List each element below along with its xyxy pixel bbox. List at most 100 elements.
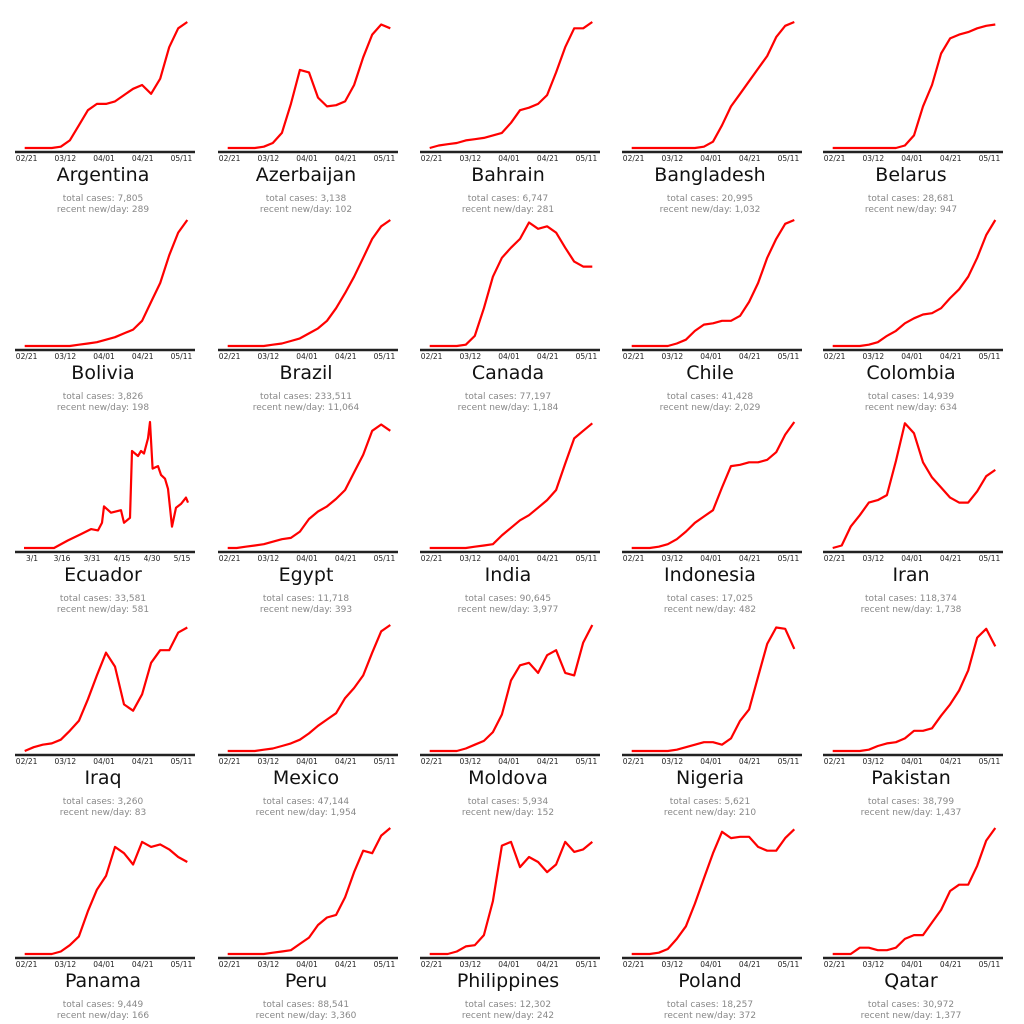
- country-title-row: Iraq: [4, 768, 202, 788]
- x-tick-label: 03/12: [460, 154, 482, 163]
- recent-new-per-day-label: recent new/day: 198: [56, 403, 150, 413]
- new-cases-line: [631, 626, 796, 753]
- country-title-row: India: [409, 565, 607, 585]
- x-tick-label: 03/12: [460, 352, 482, 361]
- x-tick-label: 05/11: [374, 154, 396, 163]
- total-cases-label-row: total cases: 30,972: [812, 992, 1010, 1010]
- country-title-row: Belarus: [812, 165, 1010, 185]
- x-tick-label: 02/21: [824, 154, 846, 163]
- x-tick-label: 3/16: [54, 554, 71, 563]
- x-tick-label: 05/11: [778, 154, 800, 163]
- total-cases-label: total cases: 5,621: [669, 797, 751, 807]
- country-title: Canada: [471, 362, 545, 384]
- x-tick-label: 04/21: [739, 757, 761, 766]
- total-cases-label: total cases: 47,144: [262, 797, 350, 807]
- country-title: Iran: [892, 564, 930, 586]
- country-title-row: Panama: [4, 971, 202, 991]
- x-tick-label: 04/21: [335, 757, 357, 766]
- country-chart: 02/21 03/12 04/01 04/21 05/11 Qatar total case…: [808, 806, 1010, 1021]
- x-tick-label: 02/21: [219, 352, 241, 361]
- x-tick-label: 03/12: [55, 154, 77, 163]
- x-tick-label: 05/11: [778, 554, 800, 563]
- x-tick-label: 3/1: [26, 554, 38, 563]
- country-title-row: Bolivia: [4, 363, 202, 383]
- x-tick-label: 03/12: [258, 960, 280, 969]
- chart-plot: 02/21 03/12 04/01 04/21 05/11: [823, 827, 1003, 969]
- country-title: Mexico: [272, 767, 340, 789]
- country-chart: 02/21 03/12 04/01 04/21 05/11 Azerbaijan total…: [203, 0, 405, 215]
- country-chart: 02/21 03/12 04/01 04/21 05/11 Moldova total ca…: [405, 603, 607, 818]
- recent-new-per-day-label-row: recent new/day: 281: [409, 197, 607, 215]
- country-title: Egypt: [278, 564, 334, 586]
- x-tick-label: 04/01: [296, 154, 318, 163]
- chart-plot: 02/21 03/12 04/01 04/21 05/11: [823, 219, 1003, 361]
- x-tick-label: 05/11: [374, 352, 396, 361]
- x-tick-label: 04/01: [498, 352, 520, 361]
- country-title-row: Peru: [207, 971, 405, 991]
- country-title: Philippines: [456, 970, 560, 992]
- x-tick-label: 02/21: [16, 352, 38, 361]
- recent-new-per-day-label-row: recent new/day: 1,377: [812, 1003, 1010, 1021]
- new-cases-line: [832, 219, 997, 348]
- country-title: Panama: [64, 970, 142, 992]
- country-title: Qatar: [884, 970, 938, 992]
- x-tick-label: 03/12: [55, 757, 77, 766]
- total-cases-label: total cases: 30,972: [867, 1000, 955, 1010]
- x-tick-label: 02/21: [623, 757, 645, 766]
- recent-new-per-day-label: recent new/day: 1,738: [860, 605, 962, 615]
- recent-new-per-day-label-row: recent new/day: 1,437: [812, 800, 1010, 818]
- country-title: Iraq: [84, 767, 122, 789]
- x-tick-label: 02/21: [421, 154, 443, 163]
- x-tick-label: 04/01: [93, 960, 115, 969]
- x-tick-label: 04/01: [901, 154, 923, 163]
- x-tick-label: 04/01: [700, 352, 722, 361]
- country-chart: 02/21 03/12 04/01 04/21 05/11 Philippines tota…: [405, 806, 607, 1021]
- new-cases-line: [24, 420, 190, 550]
- country-title-row: Nigeria: [611, 768, 809, 788]
- x-tick-label: 05/11: [778, 757, 800, 766]
- recent-new-per-day-label-row: recent new/day: 3,977: [409, 597, 607, 615]
- x-tick-label: 03/12: [662, 154, 684, 163]
- x-tick-label: 04/01: [296, 352, 318, 361]
- total-cases-label: total cases: 3,826: [62, 392, 144, 402]
- chart-plot: 02/21 03/12 04/01 04/21 05/11: [823, 627, 1003, 766]
- new-cases-line: [227, 219, 391, 348]
- total-cases-label: total cases: 90,645: [464, 594, 552, 604]
- x-tick-label: 04/21: [940, 352, 962, 361]
- x-tick-label: 05/11: [171, 154, 193, 163]
- total-cases-label: total cases: 17,025: [666, 594, 754, 604]
- x-tick-label: 05/11: [979, 154, 1001, 163]
- x-tick-label: 02/21: [623, 154, 645, 163]
- country-title: Ecuador: [64, 564, 142, 586]
- country-chart: 02/21 03/12 04/01 04/21 05/11 Chile total case…: [607, 198, 809, 413]
- x-tick-label: 04/01: [700, 154, 722, 163]
- total-cases-label: total cases: 233,511: [260, 392, 352, 402]
- country-title-row: Colombia: [812, 363, 1010, 383]
- recent-new-per-day-label: recent new/day: 210: [663, 808, 757, 818]
- x-tick-label: 05/11: [979, 352, 1001, 361]
- country-title: Pakistan: [871, 767, 951, 789]
- x-tick-label: 04/01: [901, 757, 923, 766]
- recent-new-per-day-label: recent new/day: 289: [56, 205, 150, 215]
- total-cases-label-row: total cases: 20,995: [611, 186, 809, 204]
- country-title: Bahrain: [471, 164, 545, 186]
- recent-new-per-day-label-row: recent new/day: 289: [4, 197, 202, 215]
- total-cases-label: total cases: 12,302: [464, 1000, 552, 1010]
- country-chart: 02/21 03/12 04/01 04/21 05/11 Panama total cas…: [0, 806, 202, 1021]
- country-title: Poland: [678, 970, 742, 992]
- new-cases-line: [429, 221, 593, 348]
- total-cases-label-row: total cases: 7,805: [4, 186, 202, 204]
- chart-plot: 02/21 03/12 04/01 04/21 05/11: [218, 827, 398, 969]
- recent-new-per-day-label: recent new/day: 634: [864, 403, 958, 413]
- x-tick-label: 04/21: [132, 757, 154, 766]
- recent-new-per-day-label-row: recent new/day: 1,032: [611, 197, 809, 215]
- total-cases-label: total cases: 33,581: [59, 594, 147, 604]
- x-tick-label: 04/21: [132, 352, 154, 361]
- chart-plot: 02/21 03/12 04/01 04/21 05/11: [218, 423, 398, 563]
- x-tick-label: 04/21: [132, 154, 154, 163]
- recent-new-per-day-label-row: recent new/day: 581: [4, 597, 202, 615]
- country-title-row: Canada: [409, 363, 607, 383]
- x-tick-label: 03/12: [863, 554, 885, 563]
- x-tick-label: 03/12: [863, 960, 885, 969]
- total-cases-label-row: total cases: 28,681: [812, 186, 1010, 204]
